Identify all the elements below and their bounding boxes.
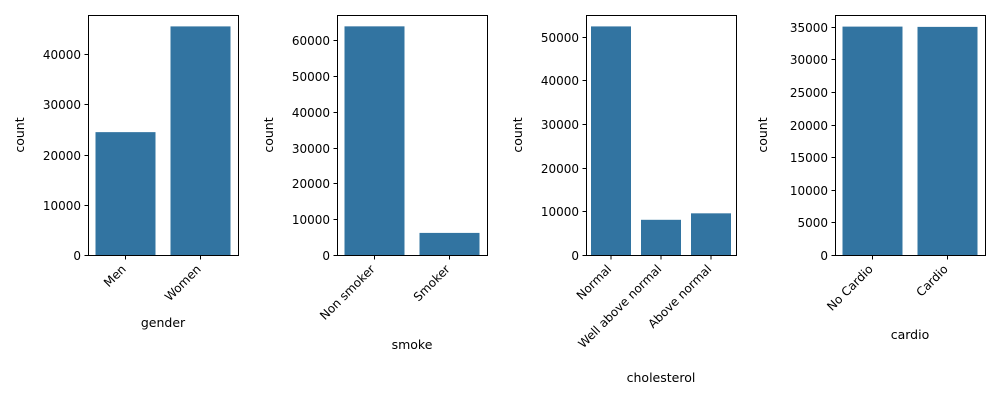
y-tick-label: 50000 [292,70,330,84]
y-tick-label: 50000 [541,31,579,45]
y-tick-label: 0 [73,249,81,263]
bar-well-above-normal [641,219,681,255]
bar-men [95,132,156,255]
x-tick-label: Non smoker [317,262,378,323]
x-tick-label: Smoker [411,262,453,304]
y-tick-label: 35000 [790,21,828,35]
x-axis-label: cardio [891,327,930,342]
axes-frame [337,15,488,256]
y-tick-label: 20000 [43,149,81,163]
axes-frame [835,15,986,256]
y-tick-label: 10000 [43,199,81,213]
y-tick-label: 15000 [790,151,828,165]
bar-women [170,26,231,255]
bar-cardio [917,26,978,256]
x-tick-label: Women [162,262,204,304]
y-tick-label: 40000 [43,48,81,62]
y-tick-label: 40000 [541,74,579,88]
y-tick-label: 20000 [541,162,579,176]
y-tick-label: 30000 [790,53,828,67]
y-axis-label: count [12,117,27,152]
chart-panel-cardio: 0 5000 10000 15000 20000 25000 30000 35000 No Ca… [755,15,986,342]
x-tick-label: Cardio [913,262,950,299]
y-tick-label: 0 [571,249,579,263]
y-tick-label: 20000 [292,177,330,191]
axes-frame [88,15,239,256]
x-tick-label: Men [101,262,129,290]
y-tick-label: 25000 [790,86,828,100]
bar-no-cardio [842,26,903,256]
y-tick-label: 30000 [541,118,579,132]
x-axis-label: smoke [392,337,433,352]
y-tick-label: 10000 [790,184,828,198]
y-tick-label: 30000 [43,98,81,112]
bar-normal [591,26,631,256]
y-tick-label: 0 [820,249,828,263]
x-tick-label: No Cardio [824,262,876,314]
y-axis-label: count [510,117,525,152]
x-tick-label: Well above normal [575,262,664,351]
y-axis-label: count [261,117,276,152]
chart-panel-gender: 0 10000 20000 30000 40000 Men Women gender count [12,15,239,330]
y-tick-label: 60000 [292,34,330,48]
y-tick-label: 5000 [797,216,828,230]
x-axis-label: gender [141,315,186,330]
chart-panel-smoke: 0 10000 20000 30000 40000 50000 60000 Non smoke… [261,15,488,352]
y-tick-label: 10000 [541,205,579,219]
y-tick-label: 0 [322,249,330,263]
bar-non-smoker [344,26,405,256]
bar-smoker [419,232,480,255]
y-tick-label: 30000 [292,142,330,156]
x-axis-label: cholesterol [627,370,696,385]
bar-above-normal [691,213,731,255]
y-tick-label: 40000 [292,106,330,120]
y-tick-label: 20000 [790,119,828,133]
y-axis-label: count [755,117,770,152]
x-tick-label: Normal [574,262,615,303]
y-tick-label: 10000 [292,213,330,227]
